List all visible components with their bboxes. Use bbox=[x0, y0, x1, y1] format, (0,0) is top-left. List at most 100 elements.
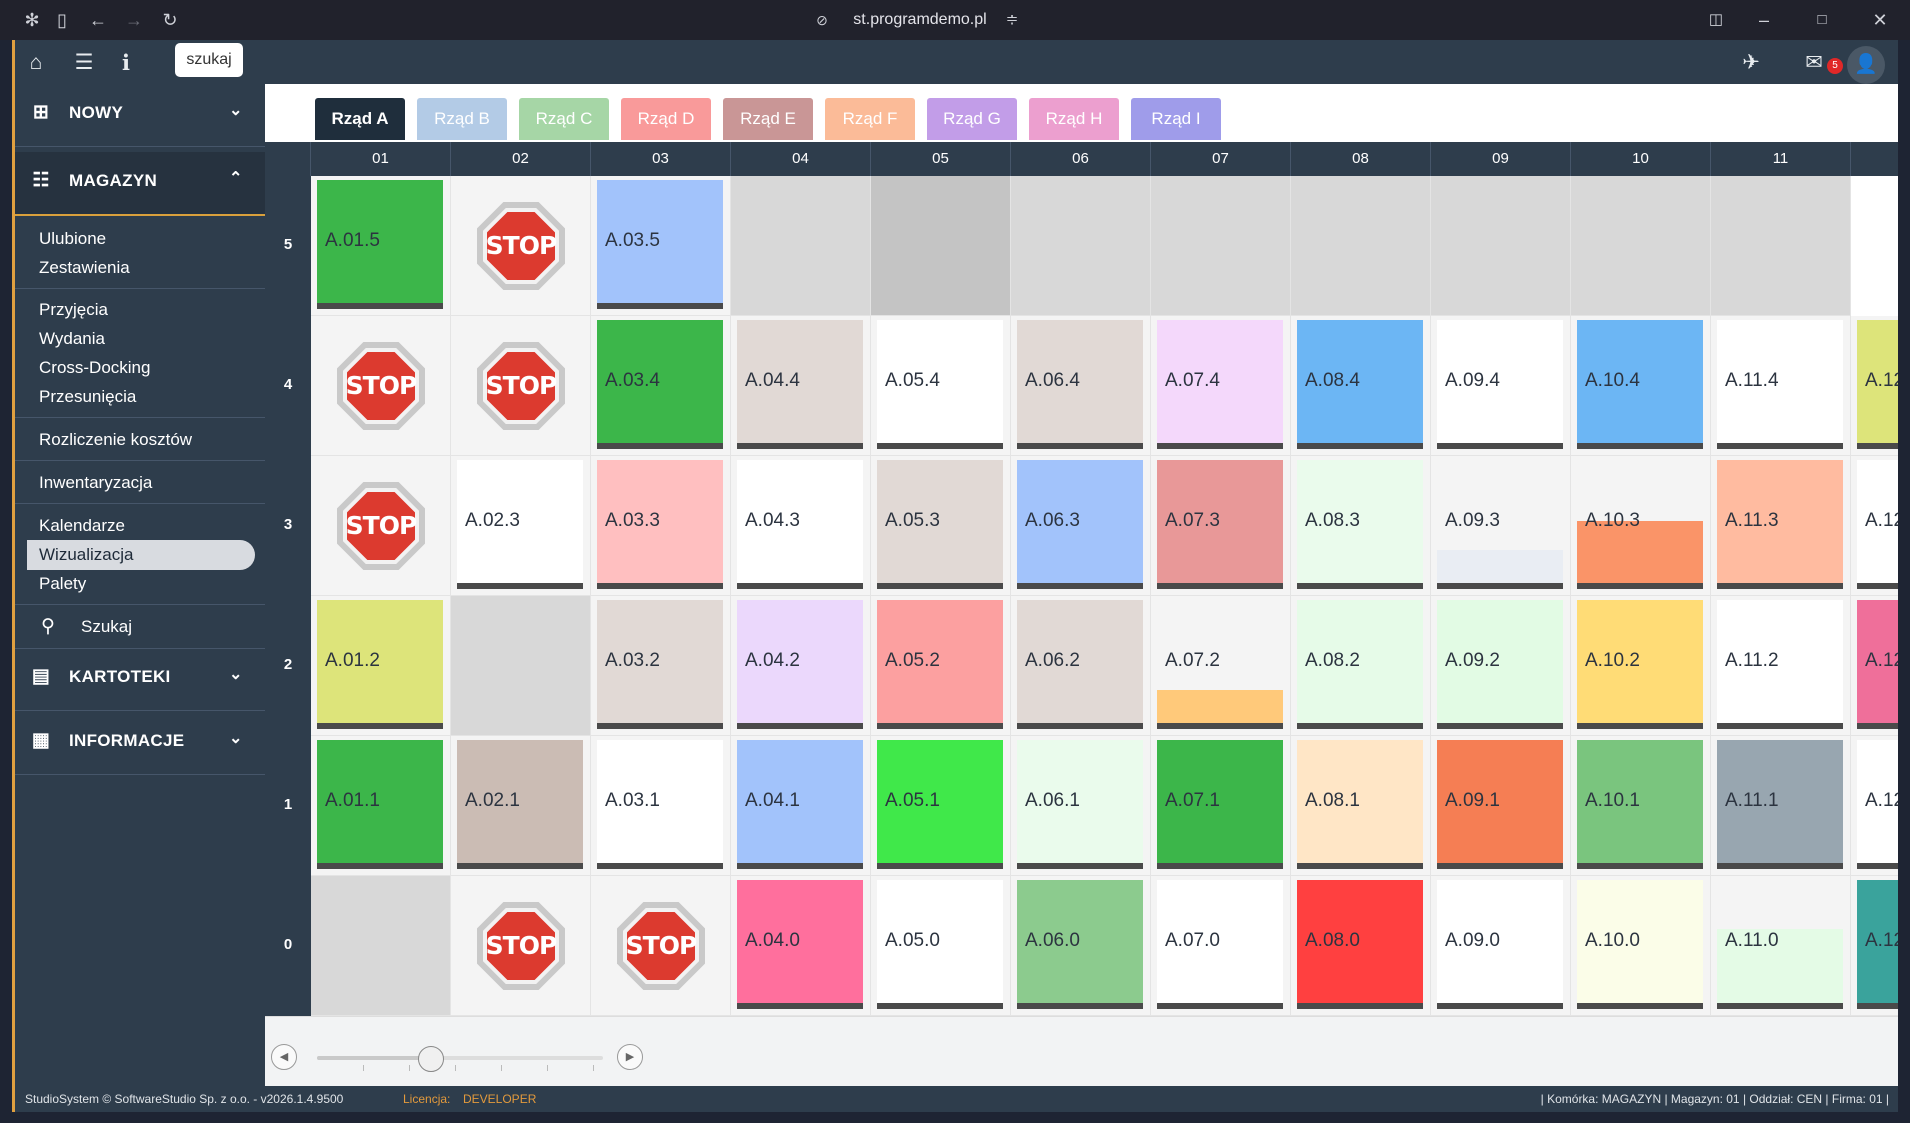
tab-rzad-g[interactable]: Rząd G bbox=[927, 98, 1017, 140]
storage-cell[interactable]: A.08.3 bbox=[1291, 456, 1431, 596]
tab-rzad-i[interactable]: Rząd I bbox=[1131, 98, 1221, 140]
section-magazyn[interactable]: ☷ MAGAZYN ⌃ bbox=[15, 152, 265, 214]
storage-cell[interactable]: A.11.0 bbox=[1711, 876, 1851, 1016]
storage-slot[interactable]: A.03.3 bbox=[597, 460, 723, 589]
storage-cell[interactable]: A.11.4 bbox=[1711, 316, 1851, 456]
storage-slot[interactable]: A.08.4 bbox=[1297, 320, 1423, 449]
storage-slot[interactable]: A.11.2 bbox=[1717, 600, 1843, 729]
browser-logo-icon[interactable]: ✻ bbox=[24, 10, 40, 30]
address-bar[interactable]: st.programdemo.pl bbox=[853, 11, 987, 28]
storage-slot[interactable]: A.10.0 bbox=[1577, 880, 1703, 1009]
storage-cell[interactable]: A.11.1 bbox=[1711, 736, 1851, 876]
storage-cell[interactable]: A.09.1 bbox=[1431, 736, 1571, 876]
storage-cell[interactable]: A.04.0 bbox=[731, 876, 871, 1016]
reload-icon[interactable]: ↻ bbox=[162, 10, 178, 30]
storage-slot[interactable]: A.07.4 bbox=[1157, 320, 1283, 449]
storage-slot[interactable]: A.11.0 bbox=[1717, 880, 1843, 1009]
storage-slot[interactable]: A.09.4 bbox=[1437, 320, 1563, 449]
storage-cell[interactable]: A.09.0 bbox=[1431, 876, 1571, 1016]
menu-szukaj[interactable]: ⚲ Szukaj bbox=[27, 612, 255, 642]
back-icon[interactable]: ← bbox=[89, 10, 107, 30]
storage-cell[interactable]: A.09.2 bbox=[1431, 596, 1571, 736]
storage-slot[interactable]: A.02.1 bbox=[457, 740, 583, 869]
menu-przyjecia[interactable]: Przyjęcia bbox=[39, 300, 108, 319]
storage-cell[interactable]: A.04.2 bbox=[731, 596, 871, 736]
section-nowy[interactable]: ⊞ NOWY ⌄ bbox=[15, 84, 265, 142]
storage-cell[interactable]: A.12.1 bbox=[1851, 736, 1898, 876]
user-avatar-icon[interactable]: 👤 bbox=[1847, 46, 1885, 84]
menu-wydania[interactable]: Wydania bbox=[39, 329, 105, 348]
close-window-icon[interactable]: ✕ bbox=[1872, 10, 1888, 30]
storage-cell[interactable]: A.07.3 bbox=[1151, 456, 1291, 596]
storage-cell[interactable]: A.09.3 bbox=[1431, 456, 1571, 596]
storage-cell[interactable]: A.04.4 bbox=[731, 316, 871, 456]
storage-cell[interactable]: A.08.0 bbox=[1291, 876, 1431, 1016]
storage-cell[interactable]: A.08.2 bbox=[1291, 596, 1431, 736]
maximize-icon[interactable]: □ bbox=[1817, 11, 1827, 28]
scroll-left-icon[interactable]: ◀ bbox=[271, 1044, 297, 1070]
storage-slot[interactable]: A.07.3 bbox=[1157, 460, 1283, 589]
menu-cross-docking[interactable]: Cross-Docking bbox=[39, 358, 151, 377]
tab-rzad-e[interactable]: Rząd E bbox=[723, 98, 813, 140]
storage-cell[interactable]: A.03.3 bbox=[591, 456, 731, 596]
menu-palety[interactable]: Palety bbox=[39, 574, 87, 593]
storage-slot[interactable]: A.07.2 bbox=[1157, 600, 1283, 729]
menu-ulubione[interactable]: Ulubione bbox=[39, 229, 107, 248]
menu-przesuniecia[interactable]: Przesunięcia bbox=[39, 387, 137, 406]
storage-cell[interactable]: A.06.3 bbox=[1011, 456, 1151, 596]
storage-slot[interactable]: A.08.3 bbox=[1297, 460, 1423, 589]
menu-wizualizacja[interactable]: Wizualizacja bbox=[27, 540, 255, 570]
storage-cell[interactable]: A.12.4 bbox=[1851, 316, 1898, 456]
storage-cell[interactable]: A.12.0 bbox=[1851, 876, 1898, 1016]
storage-cell[interactable]: A.03.2 bbox=[591, 596, 731, 736]
menu-zestawienia[interactable]: Zestawienia bbox=[39, 258, 130, 277]
storage-slot[interactable]: A.12.3 bbox=[1857, 460, 1898, 589]
storage-slot[interactable]: A.01.2 bbox=[317, 600, 443, 729]
storage-slot[interactable]: A.11.4 bbox=[1717, 320, 1843, 449]
storage-cell[interactable]: A.03.5 bbox=[591, 176, 731, 316]
storage-slot[interactable]: A.04.0 bbox=[737, 880, 863, 1009]
storage-cell[interactable]: A.01.5 bbox=[311, 176, 451, 316]
info-icon[interactable]: i bbox=[122, 50, 130, 75]
storage-slot[interactable]: A.11.1 bbox=[1717, 740, 1843, 869]
storage-slot[interactable]: A.01.1 bbox=[317, 740, 443, 869]
storage-slot[interactable]: A.03.1 bbox=[597, 740, 723, 869]
storage-cell[interactable]: A.10.2 bbox=[1571, 596, 1711, 736]
storage-slot[interactable]: A.07.1 bbox=[1157, 740, 1283, 869]
storage-cell[interactable]: A.07.0 bbox=[1151, 876, 1291, 1016]
storage-slot[interactable]: A.06.3 bbox=[1017, 460, 1143, 589]
sidebar-toggle-icon[interactable]: ▯ bbox=[57, 10, 67, 30]
storage-cell[interactable]: A.01.1 bbox=[311, 736, 451, 876]
storage-cell[interactable]: A.11.3 bbox=[1711, 456, 1851, 596]
storage-slot[interactable]: A.05.0 bbox=[877, 880, 1003, 1009]
storage-slot[interactable]: A.06.0 bbox=[1017, 880, 1143, 1009]
section-kartoteki[interactable]: ▤ KARTOTEKI ⌄ bbox=[15, 648, 265, 710]
storage-slot[interactable]: A.03.4 bbox=[597, 320, 723, 449]
storage-cell[interactable]: A.05.3 bbox=[871, 456, 1011, 596]
storage-cell[interactable]: A.05.0 bbox=[871, 876, 1011, 1016]
storage-slot[interactable]: A.06.2 bbox=[1017, 600, 1143, 729]
storage-slot[interactable]: A.08.0 bbox=[1297, 880, 1423, 1009]
storage-cell[interactable]: A.05.2 bbox=[871, 596, 1011, 736]
storage-cell[interactable]: A.10.1 bbox=[1571, 736, 1711, 876]
storage-slot[interactable]: A.09.2 bbox=[1437, 600, 1563, 729]
storage-cell[interactable]: A.08.4 bbox=[1291, 316, 1431, 456]
storage-cell[interactable]: A.12.3 bbox=[1851, 456, 1898, 596]
storage-slot[interactable]: A.03.2 bbox=[597, 600, 723, 729]
storage-slot[interactable]: A.01.5 bbox=[317, 180, 443, 309]
minimize-icon[interactable]: – bbox=[1758, 10, 1769, 30]
storage-slot[interactable]: A.09.1 bbox=[1437, 740, 1563, 869]
scroll-track[interactable] bbox=[317, 1056, 603, 1060]
menu-kalendarze[interactable]: Kalendarze bbox=[39, 516, 126, 535]
storage-cell[interactable]: A.06.1 bbox=[1011, 736, 1151, 876]
storage-slot[interactable]: A.05.1 bbox=[877, 740, 1003, 869]
storage-cell[interactable]: A.02.1 bbox=[451, 736, 591, 876]
home-icon[interactable]: ⌂ bbox=[29, 51, 43, 74]
site-settings-icon[interactable]: ≑ bbox=[1005, 11, 1019, 28]
search-button[interactable]: szukaj bbox=[175, 43, 243, 77]
storage-cell[interactable]: A.10.0 bbox=[1571, 876, 1711, 1016]
storage-slot[interactable]: A.12.4 bbox=[1857, 320, 1898, 449]
storage-slot[interactable]: A.10.1 bbox=[1577, 740, 1703, 869]
storage-cell[interactable]: A.06.2 bbox=[1011, 596, 1151, 736]
collapse-menu-icon[interactable]: ☰ bbox=[74, 51, 94, 74]
